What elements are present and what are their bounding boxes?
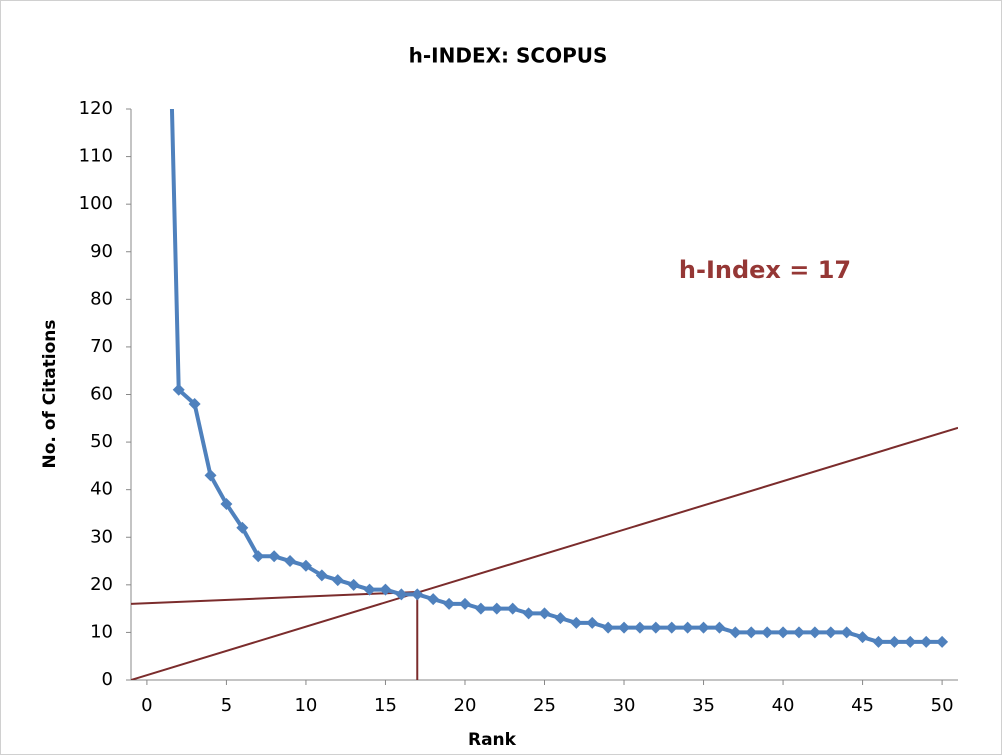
data-point	[777, 626, 790, 639]
data-point	[936, 635, 949, 648]
x-tick-label: 50	[931, 695, 954, 716]
x-tick-label: 0	[141, 695, 152, 716]
data-point	[618, 621, 631, 634]
y-tick-label: 110	[79, 146, 113, 167]
y-tick-label: 20	[90, 574, 113, 595]
data-point	[506, 602, 519, 615]
x-tick-label: 15	[374, 695, 397, 716]
y-tick-label: 30	[90, 526, 113, 547]
data-point	[856, 631, 869, 644]
data-point	[888, 635, 901, 648]
annotation: h-Index = 17	[679, 256, 851, 284]
data-point	[458, 597, 471, 610]
data-point	[220, 497, 233, 510]
data-point	[729, 626, 742, 639]
data-point	[204, 469, 217, 482]
data-point	[363, 583, 376, 596]
data-point	[665, 621, 678, 634]
y-tick-label: 40	[90, 479, 113, 500]
data-point	[920, 635, 933, 648]
data-point	[808, 626, 821, 639]
x-tick-label: 25	[533, 695, 556, 716]
data-point	[331, 574, 344, 587]
data-point	[602, 621, 615, 634]
y-tick-label: 0	[102, 669, 113, 690]
y-tick-label: 60	[90, 384, 113, 405]
x-tick-label: 30	[613, 695, 636, 716]
data-point	[299, 559, 312, 572]
y-tick-label: 50	[90, 431, 113, 452]
data-point	[490, 602, 503, 615]
data-point	[713, 621, 726, 634]
x-tick-label: 5	[221, 695, 232, 716]
x-axis-label: Rank	[468, 730, 517, 750]
data-point	[315, 569, 328, 582]
x-tick-label: 40	[772, 695, 795, 716]
data-point	[379, 583, 392, 596]
data-point	[681, 621, 694, 634]
data-point	[284, 555, 297, 568]
data-point	[172, 383, 185, 396]
plot-area	[131, 109, 958, 680]
data-point	[347, 578, 360, 591]
data-point	[840, 626, 853, 639]
data-point	[474, 602, 487, 615]
x-tick-label: 20	[454, 695, 477, 716]
reference-line	[131, 426, 958, 680]
data-point	[554, 612, 567, 625]
y-tick-label: 70	[90, 336, 113, 357]
data-point	[872, 635, 885, 648]
x-tick-label: 45	[851, 695, 874, 716]
data-point	[188, 398, 201, 411]
data-point	[252, 550, 265, 563]
data-point	[824, 626, 837, 639]
data-point	[522, 607, 535, 620]
data-point	[633, 621, 646, 634]
data-point	[904, 635, 917, 648]
data-point	[586, 616, 599, 629]
y-tick-label: 80	[90, 288, 113, 309]
y-tick-label: 10	[90, 621, 113, 642]
data-point	[697, 621, 710, 634]
data-point	[427, 593, 440, 606]
data-point	[395, 588, 408, 601]
x-tick-label: 35	[692, 695, 715, 716]
data-point	[538, 607, 551, 620]
data-point	[745, 626, 758, 639]
data-point	[792, 626, 805, 639]
data-point	[443, 597, 456, 610]
data-point	[411, 588, 424, 601]
data-point	[268, 550, 281, 563]
y-tick-label: 100	[79, 193, 113, 214]
chart-title: h-INDEX: SCOPUS	[409, 44, 608, 68]
y-tick-label: 120	[79, 98, 113, 119]
y-tick-label: 90	[90, 241, 113, 262]
x-tick-label: 10	[294, 695, 317, 716]
data-point	[761, 626, 774, 639]
y-axis-label: No. of Citations	[40, 319, 60, 468]
data-point	[570, 616, 583, 629]
data-point	[649, 621, 662, 634]
data-point	[236, 521, 249, 534]
